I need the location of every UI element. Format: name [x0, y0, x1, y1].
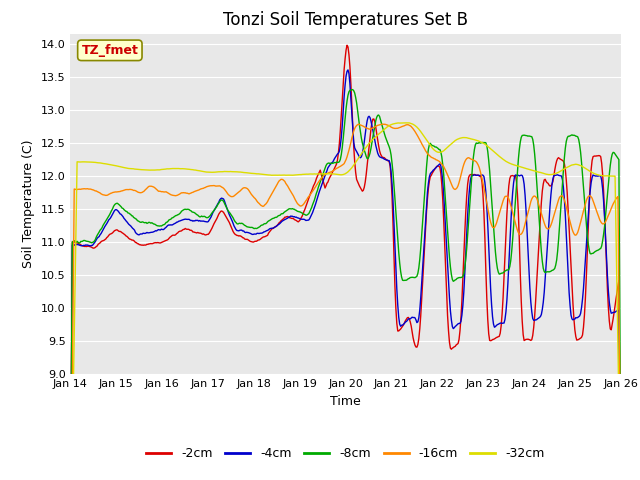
Title: Tonzi Soil Temperatures Set B: Tonzi Soil Temperatures Set B [223, 11, 468, 29]
Line: -32cm: -32cm [70, 123, 621, 480]
-2cm [586, 181, 594, 187]
-2cm [548, 181, 556, 187]
-16cm [355, 121, 362, 127]
-16cm [69, 284, 77, 289]
-4cm [344, 67, 352, 73]
-8cm [259, 222, 267, 228]
-8cm [348, 87, 356, 93]
Legend: -2cm, -4cm, -8cm, -16cm, -32cm: -2cm, -4cm, -8cm, -16cm, -32cm [141, 442, 550, 465]
-4cm [399, 322, 406, 328]
-4cm [548, 182, 556, 188]
-16cm [586, 193, 594, 199]
-4cm [586, 188, 594, 194]
Line: -8cm: -8cm [70, 90, 621, 480]
-4cm [439, 179, 447, 184]
-16cm [259, 204, 267, 209]
Y-axis label: Soil Temperature (C): Soil Temperature (C) [22, 140, 35, 268]
-8cm [586, 251, 594, 256]
-16cm [548, 219, 556, 225]
-32cm [548, 172, 556, 178]
X-axis label: Time: Time [330, 395, 361, 408]
-32cm [403, 120, 411, 126]
-4cm [69, 242, 77, 248]
-8cm [69, 239, 77, 244]
-2cm [399, 324, 406, 329]
Line: -2cm: -2cm [70, 45, 621, 480]
-2cm [69, 240, 77, 245]
Line: -4cm: -4cm [70, 70, 621, 480]
-4cm [259, 230, 267, 236]
-8cm [548, 267, 556, 273]
-32cm [586, 168, 594, 174]
-2cm [259, 234, 267, 240]
-8cm [399, 277, 406, 283]
Line: -16cm: -16cm [70, 124, 621, 480]
-32cm [439, 148, 447, 154]
-16cm [399, 123, 406, 129]
-8cm [439, 162, 447, 168]
-2cm [439, 197, 447, 203]
-16cm [439, 162, 447, 168]
-32cm [259, 171, 267, 177]
-2cm [343, 42, 351, 48]
-32cm [397, 120, 405, 126]
Text: TZ_fmet: TZ_fmet [81, 44, 138, 57]
-32cm [69, 390, 77, 396]
